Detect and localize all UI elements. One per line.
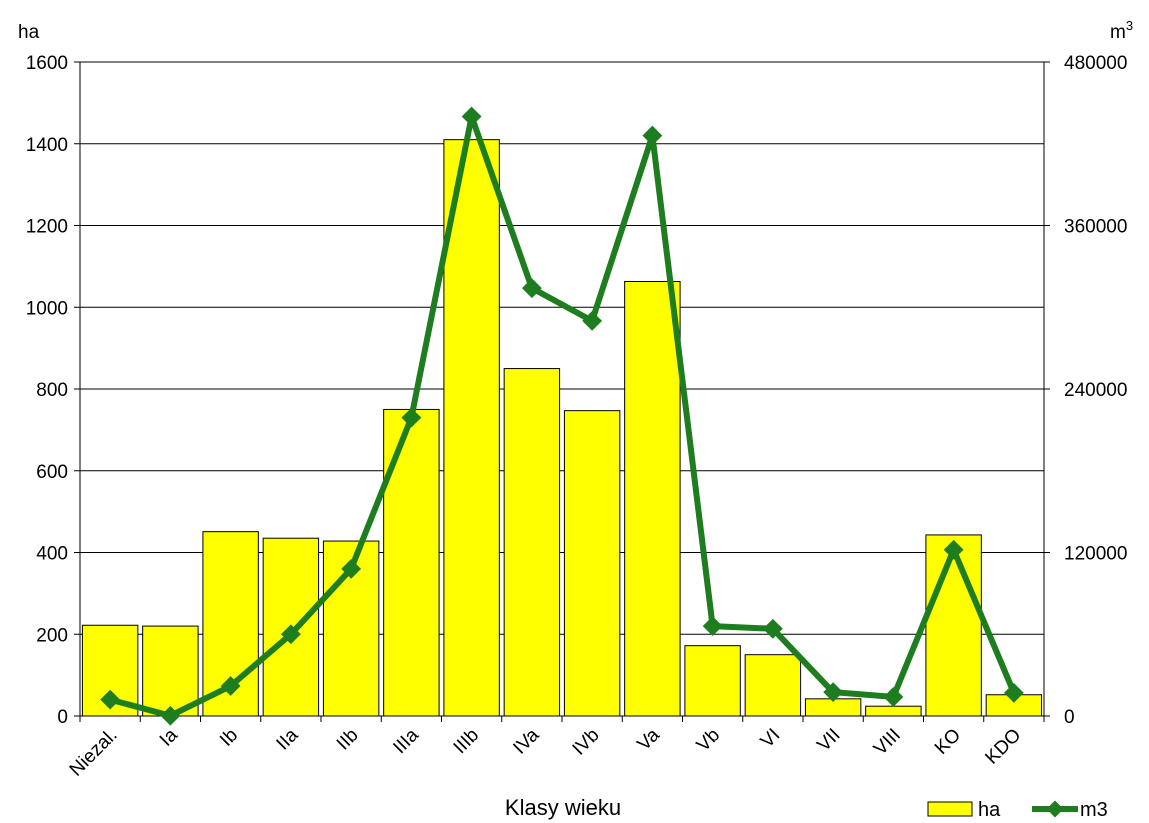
point-m3-VI xyxy=(762,618,783,639)
left-tick-label-200: 200 xyxy=(36,625,68,646)
bar-Va xyxy=(624,280,681,717)
left-tick-label-0: 0 xyxy=(57,707,68,728)
left-tick-label-1400: 1400 xyxy=(26,135,68,156)
point-m3-KO xyxy=(943,539,964,560)
left-tick-label-600: 600 xyxy=(36,462,68,483)
axes xyxy=(74,61,1050,722)
bar-Ia xyxy=(142,625,199,717)
left-tick-label-400: 400 xyxy=(36,544,68,565)
left-axis-tick-labels: 0 200 400 600 800 1000 1200 1400 1600 xyxy=(26,53,68,728)
left-tick-label-1000: 1000 xyxy=(26,298,68,319)
right-tick-label-120000: 120000 xyxy=(1064,544,1127,565)
legend-swatch-m3-marker xyxy=(1046,800,1064,818)
legend-swatch-ha xyxy=(927,801,973,817)
line-series-m3 xyxy=(100,106,1024,726)
right-tick-label-480000: 480000 xyxy=(1064,53,1127,74)
left-axis-unit-label: ha xyxy=(18,22,40,43)
bar-KO xyxy=(925,534,982,717)
point-m3-IVb xyxy=(582,310,603,331)
bar-IIIa xyxy=(383,408,440,717)
legend: ha m3 xyxy=(927,799,1108,821)
x-axis-title: Klasy wieku xyxy=(505,795,621,820)
point-m3-IIIa xyxy=(401,407,422,428)
right-tick-label-360000: 360000 xyxy=(1064,217,1127,238)
right-axis-tick-labels: 0 120000 240000 360000 480000 xyxy=(1064,53,1127,728)
left-tick-label-800: 800 xyxy=(36,380,68,401)
right-tick-label-240000: 240000 xyxy=(1064,380,1127,401)
bar-IVa xyxy=(503,368,561,717)
legend-label-ha: ha xyxy=(978,799,1001,821)
legend-label-m3: m3 xyxy=(1080,799,1108,821)
line-m3 xyxy=(109,113,1017,719)
right-axis-unit-sup: 3 xyxy=(1126,18,1133,33)
bar-IIIb xyxy=(443,139,500,717)
bar-VIII xyxy=(865,705,922,717)
bar-VI xyxy=(744,654,802,717)
point-m3-IVa xyxy=(521,278,542,299)
point-m3-KDO xyxy=(1003,682,1024,703)
left-tick-label-1200: 1200 xyxy=(26,217,68,238)
point-m3-IIb xyxy=(341,558,362,579)
point-m3-VII xyxy=(823,682,844,703)
right-tick-label-0: 0 xyxy=(1064,707,1075,728)
point-m3-IIa xyxy=(280,624,301,645)
point-m3-VIII xyxy=(883,687,904,707)
bar-Vb xyxy=(684,645,741,717)
point-m3-IIIb xyxy=(461,106,482,127)
left-tick-label-1600: 1600 xyxy=(26,53,68,74)
point-m3-Vb xyxy=(702,616,723,636)
bar-series-ha xyxy=(81,139,1043,717)
right-axis-unit-label: m3 xyxy=(1110,18,1133,43)
bar-IVb xyxy=(563,410,621,717)
right-axis-unit-base: m xyxy=(1110,22,1126,43)
